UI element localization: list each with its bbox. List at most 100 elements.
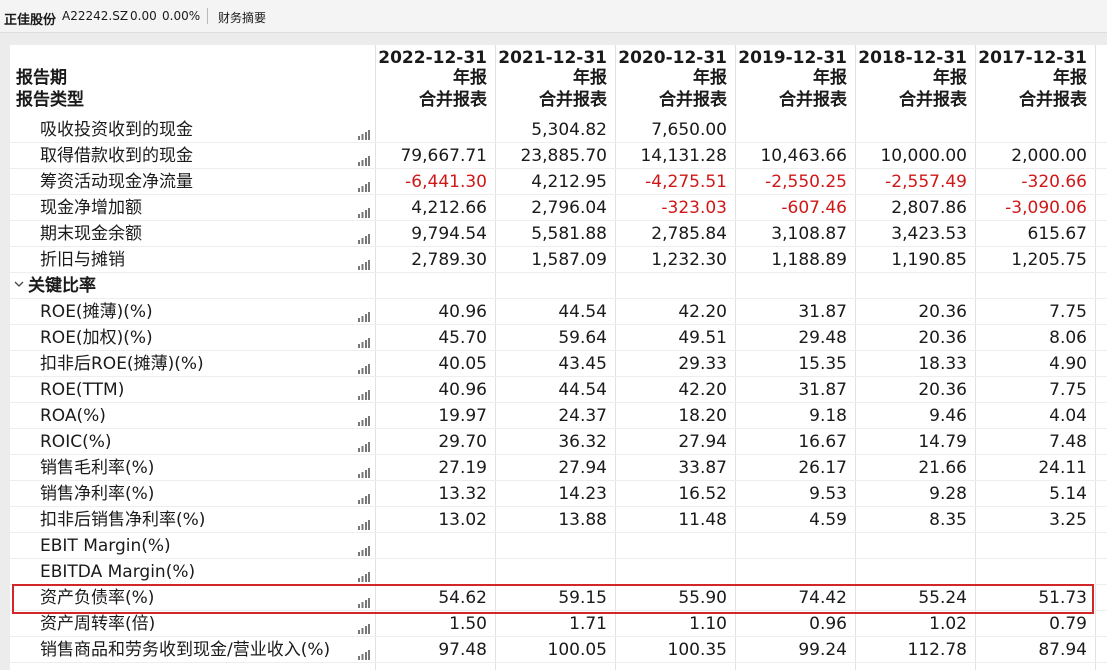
chart-icon[interactable] [358, 333, 370, 353]
cell-value: 7,650.00 [651, 120, 727, 140]
cell-value: 1.71 [569, 614, 607, 634]
cell-value: 1,190.85 [891, 250, 967, 270]
row-label: 资产负债率(%) [40, 588, 155, 608]
row-line [10, 324, 1107, 325]
cell-value: 2,807.86 [891, 198, 967, 218]
chart-icon[interactable] [358, 177, 370, 197]
row-line [10, 298, 1107, 299]
chart-icon[interactable] [358, 411, 370, 431]
column-statement: 合并报表 [419, 90, 487, 110]
cell-value: 20.36 [918, 302, 967, 322]
cell-value: 3.25 [1049, 510, 1087, 530]
chart-icon[interactable] [358, 437, 370, 457]
column-statement: 合并报表 [659, 90, 727, 110]
cell-value: 7.75 [1049, 380, 1087, 400]
column-type: 年报 [453, 68, 487, 88]
chart-icon[interactable] [358, 463, 370, 483]
cell-value: 2,785.84 [651, 224, 727, 244]
tab[interactable]: 财务摘要 [218, 11, 267, 25]
column-line [615, 45, 616, 670]
cell-value: 59.15 [558, 588, 607, 608]
cell-value: -3,090.06 [1005, 198, 1087, 218]
cell-value: 87.94 [1038, 640, 1087, 660]
cell-value: 1,232.30 [651, 250, 727, 270]
chart-icon[interactable] [358, 385, 370, 405]
cell-value: 51.73 [1038, 588, 1087, 608]
cell-value: 13.32 [438, 484, 487, 504]
cell-value: 4.59 [809, 510, 847, 530]
row-label: 吸收投资收到的现金 [40, 120, 193, 140]
chart-icon[interactable] [358, 645, 370, 665]
chart-icon[interactable] [358, 359, 370, 379]
row-line [10, 558, 1107, 559]
cell-value: 16.67 [798, 432, 847, 452]
chart-icon[interactable] [358, 515, 370, 535]
chart-icon[interactable] [358, 619, 370, 639]
cell-value: 1.10 [689, 614, 727, 634]
finance-table: 报告期 报告类型 2022-12-31 年报 合并报表 2021-12-31 年报 合并报表 2… [10, 45, 1107, 670]
chart-icon[interactable] [358, 489, 370, 509]
row-line [10, 142, 1107, 143]
row-line [10, 246, 1107, 247]
chart-icon[interactable] [358, 541, 370, 561]
chart-icon[interactable] [358, 229, 370, 249]
cell-value: 0.79 [1049, 614, 1087, 634]
cell-value: 24.37 [558, 406, 607, 426]
column-period: 2020-12-31 [618, 48, 727, 68]
row-line [10, 428, 1107, 429]
cell-value: 27.94 [558, 458, 607, 478]
chart-icon[interactable] [358, 593, 370, 613]
cell-value: 8.06 [1049, 328, 1087, 348]
column-period: 2019-12-31 [738, 48, 847, 68]
cell-value: 4,212.95 [531, 172, 607, 192]
cell-value: -320.66 [1021, 172, 1087, 192]
column-type: 年报 [573, 68, 607, 88]
cell-value: 10,000.00 [880, 146, 967, 166]
cell-value: 54.62 [438, 588, 487, 608]
cell-value: -2,557.49 [885, 172, 967, 192]
cell-value: 8.35 [929, 510, 967, 530]
cell-value: 31.87 [798, 380, 847, 400]
chart-icon[interactable] [358, 255, 370, 275]
cell-value: 33.87 [678, 458, 727, 478]
cell-value: 14.23 [558, 484, 607, 504]
cell-value: 43.45 [558, 354, 607, 374]
cell-value: 9.53 [809, 484, 847, 504]
cell-value: 45.70 [438, 328, 487, 348]
chart-icon[interactable] [358, 567, 370, 587]
row-label: 销售商品和劳务收到现金/营业收入(%) [40, 640, 331, 660]
cell-value: 4.04 [1049, 406, 1087, 426]
cell-value: 1.02 [929, 614, 967, 634]
row-label: 期末现金余额 [40, 224, 142, 244]
chart-icon[interactable] [358, 125, 370, 145]
cell-value: -4,275.51 [645, 172, 727, 192]
row-line [10, 194, 1107, 195]
row-line [10, 636, 1107, 637]
collapse-chevron[interactable] [14, 276, 24, 296]
company-name: 正佳股份 [4, 13, 57, 28]
cell-value: 112.78 [907, 640, 967, 660]
cell-value: 42.20 [678, 302, 727, 322]
cell-value: 97.48 [438, 640, 487, 660]
chart-icon[interactable] [358, 307, 370, 327]
cell-value: 31.87 [798, 302, 847, 322]
cell-value: 5.14 [1049, 484, 1087, 504]
row-line [10, 220, 1107, 221]
cell-value: 2,000.00 [1011, 146, 1087, 166]
header-label: 报告类型 [16, 90, 84, 110]
cell-value: 14,131.28 [640, 146, 727, 166]
cell-value: 99.24 [798, 640, 847, 660]
column-statement: 合并报表 [1019, 90, 1087, 110]
cell-value: -6,441.30 [405, 172, 487, 192]
column-type: 年报 [693, 68, 727, 88]
chart-icon[interactable] [358, 203, 370, 223]
cell-value: 5,581.88 [531, 224, 607, 244]
row-line [10, 532, 1107, 533]
row-line [10, 480, 1107, 481]
chart-icon[interactable] [358, 151, 370, 171]
cell-value: 1.50 [449, 614, 487, 634]
row-label: 扣非后销售净利率(%) [40, 510, 206, 530]
cell-value: 10,463.66 [760, 146, 847, 166]
cell-value: 615.67 [1027, 224, 1087, 244]
cell-value: 44.54 [558, 380, 607, 400]
